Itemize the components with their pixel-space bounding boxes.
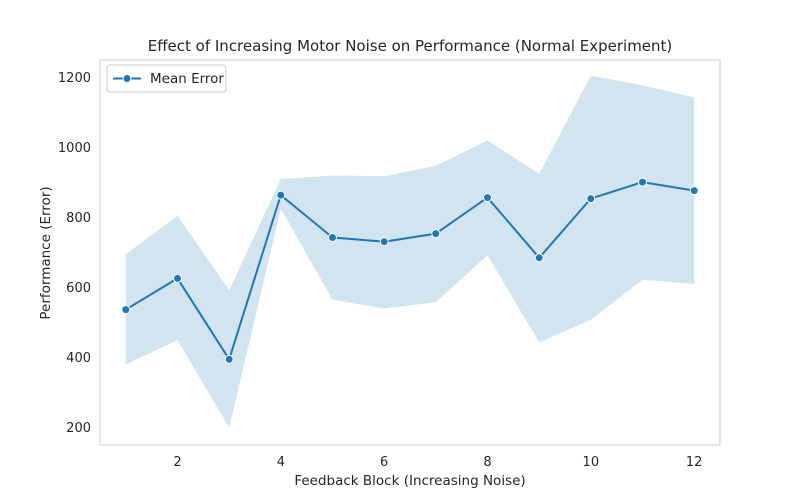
legend: Mean Error (106, 64, 227, 93)
x-tick-label: 12 (686, 455, 703, 470)
y-axis-label: Performance (Error) (38, 186, 54, 319)
x-tick-label: 4 (277, 455, 285, 470)
y-tick-label: 800 (66, 211, 91, 226)
y-tick-label: 200 (66, 421, 91, 436)
x-tick-label: 8 (483, 455, 491, 470)
data-point (379, 237, 389, 247)
y-tick-label: 1000 (58, 141, 91, 156)
data-point (483, 193, 492, 203)
legend-dot-marker (122, 74, 132, 83)
data-point (328, 233, 337, 242)
data-point (276, 190, 286, 200)
y-tick-label: 400 (66, 351, 91, 366)
data-point (431, 229, 441, 239)
y-tick-label: 1200 (58, 71, 91, 86)
data-point (224, 354, 234, 364)
data-point (534, 253, 544, 263)
legend-label: Mean Error (150, 71, 224, 87)
data-point (173, 273, 182, 283)
chart-title: Effect of Increasing Motor Noise on Perf… (148, 37, 673, 55)
y-tick-label: 600 (66, 281, 91, 296)
x-tick-label: 10 (583, 455, 600, 470)
series-line-0 (125, 181, 695, 361)
data-point (586, 194, 596, 204)
x-tick-label: 6 (380, 455, 388, 470)
data-point (638, 177, 647, 187)
plot-area: 2 4 6 8 10 12 200 400 600 800 1000 1200 (58, 59, 721, 470)
legend-frame (106, 64, 227, 93)
confidence-band-0 (125, 75, 695, 428)
data-point (689, 186, 699, 196)
axes-frame (99, 59, 721, 446)
x-axis-label: Feedback Block (Increasing Noise) (294, 473, 525, 489)
x-tick-label: 2 (173, 455, 181, 470)
data-point (121, 305, 131, 315)
